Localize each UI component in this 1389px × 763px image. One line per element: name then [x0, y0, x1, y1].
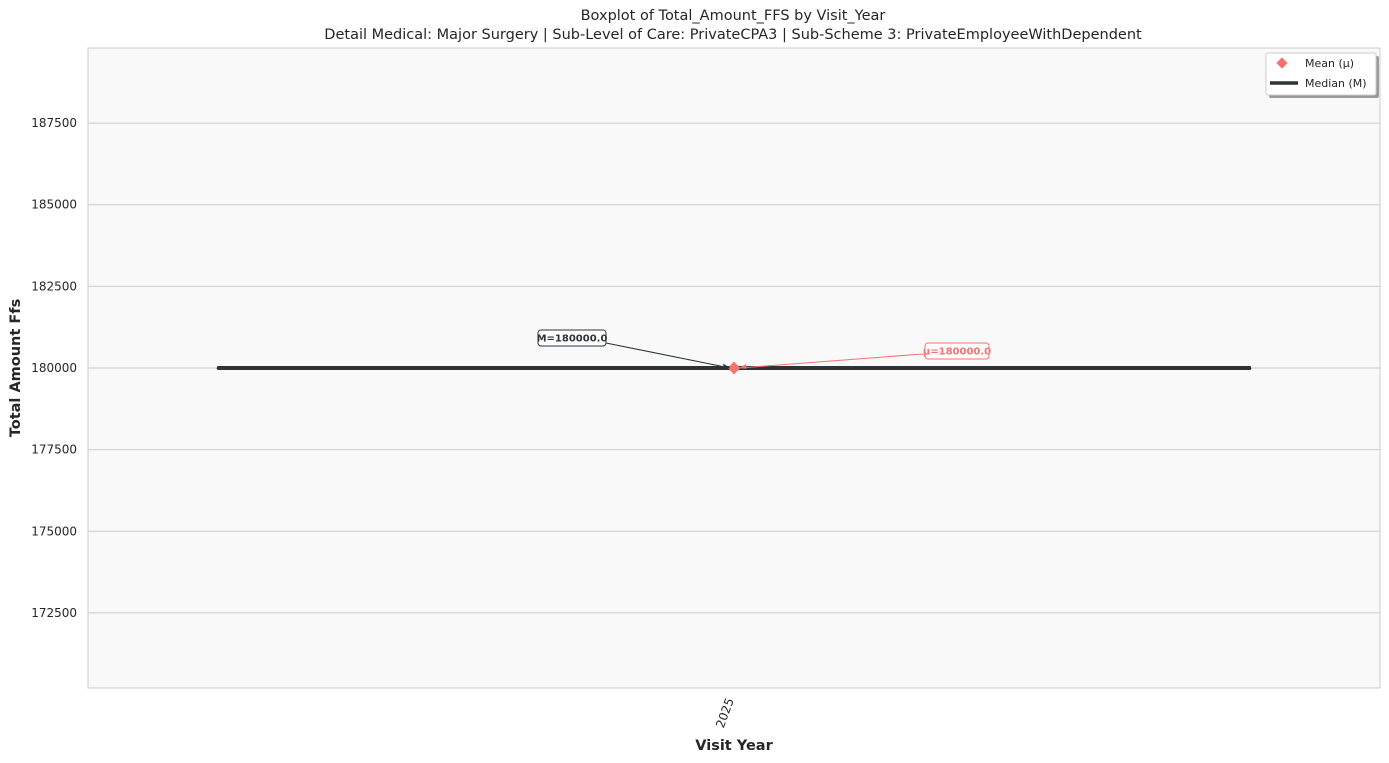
- mean-arrow: [738, 353, 924, 369]
- y-tick-labels: 172500 175000 177500 180000 182500 185000 1875…: [31, 116, 77, 620]
- median-annotation: M=180000.0: [537, 334, 608, 345]
- y-tick-label: 185000: [31, 198, 77, 212]
- y-tick-label: 187500: [31, 116, 77, 130]
- y-tick-label: 172500: [31, 606, 77, 620]
- median-arrowhead: [723, 363, 730, 369]
- x-axis-label: Visit Year: [695, 738, 773, 754]
- mean-label-box: [924, 342, 990, 360]
- x-tick-label: 2025: [713, 696, 737, 729]
- y-tick-label: 177500: [31, 443, 77, 457]
- grid-lines: [88, 122, 1380, 614]
- x-tick-labels: 2025: [713, 696, 737, 729]
- legend-mean-marker: [1276, 57, 1288, 69]
- legend-median-label: Median (M): [1305, 77, 1367, 90]
- median-arrow: [605, 342, 731, 369]
- mean-annotation: μ=180000.0: [923, 347, 991, 358]
- median-label-box: [537, 329, 607, 347]
- y-axis-label: Total Amount Ffs: [8, 299, 24, 437]
- legend: Mean (μ) Median (M): [1265, 52, 1379, 98]
- y-tick-label: 180000: [31, 361, 77, 375]
- chart-subtitle: Detail Medical: Major Surgery | Sub-Leve…: [324, 27, 1142, 43]
- legend-mean-label: Mean (μ): [1305, 57, 1354, 70]
- y-tick-label: 182500: [31, 279, 77, 293]
- annotation-layer: M=180000.0 μ=180000.0: [537, 329, 991, 369]
- chart-title: Boxplot of Total_Amount_FFS by Visit_Yea…: [581, 8, 886, 24]
- y-tick-label: 175000: [31, 524, 77, 538]
- mean-arrowhead: [739, 364, 747, 369]
